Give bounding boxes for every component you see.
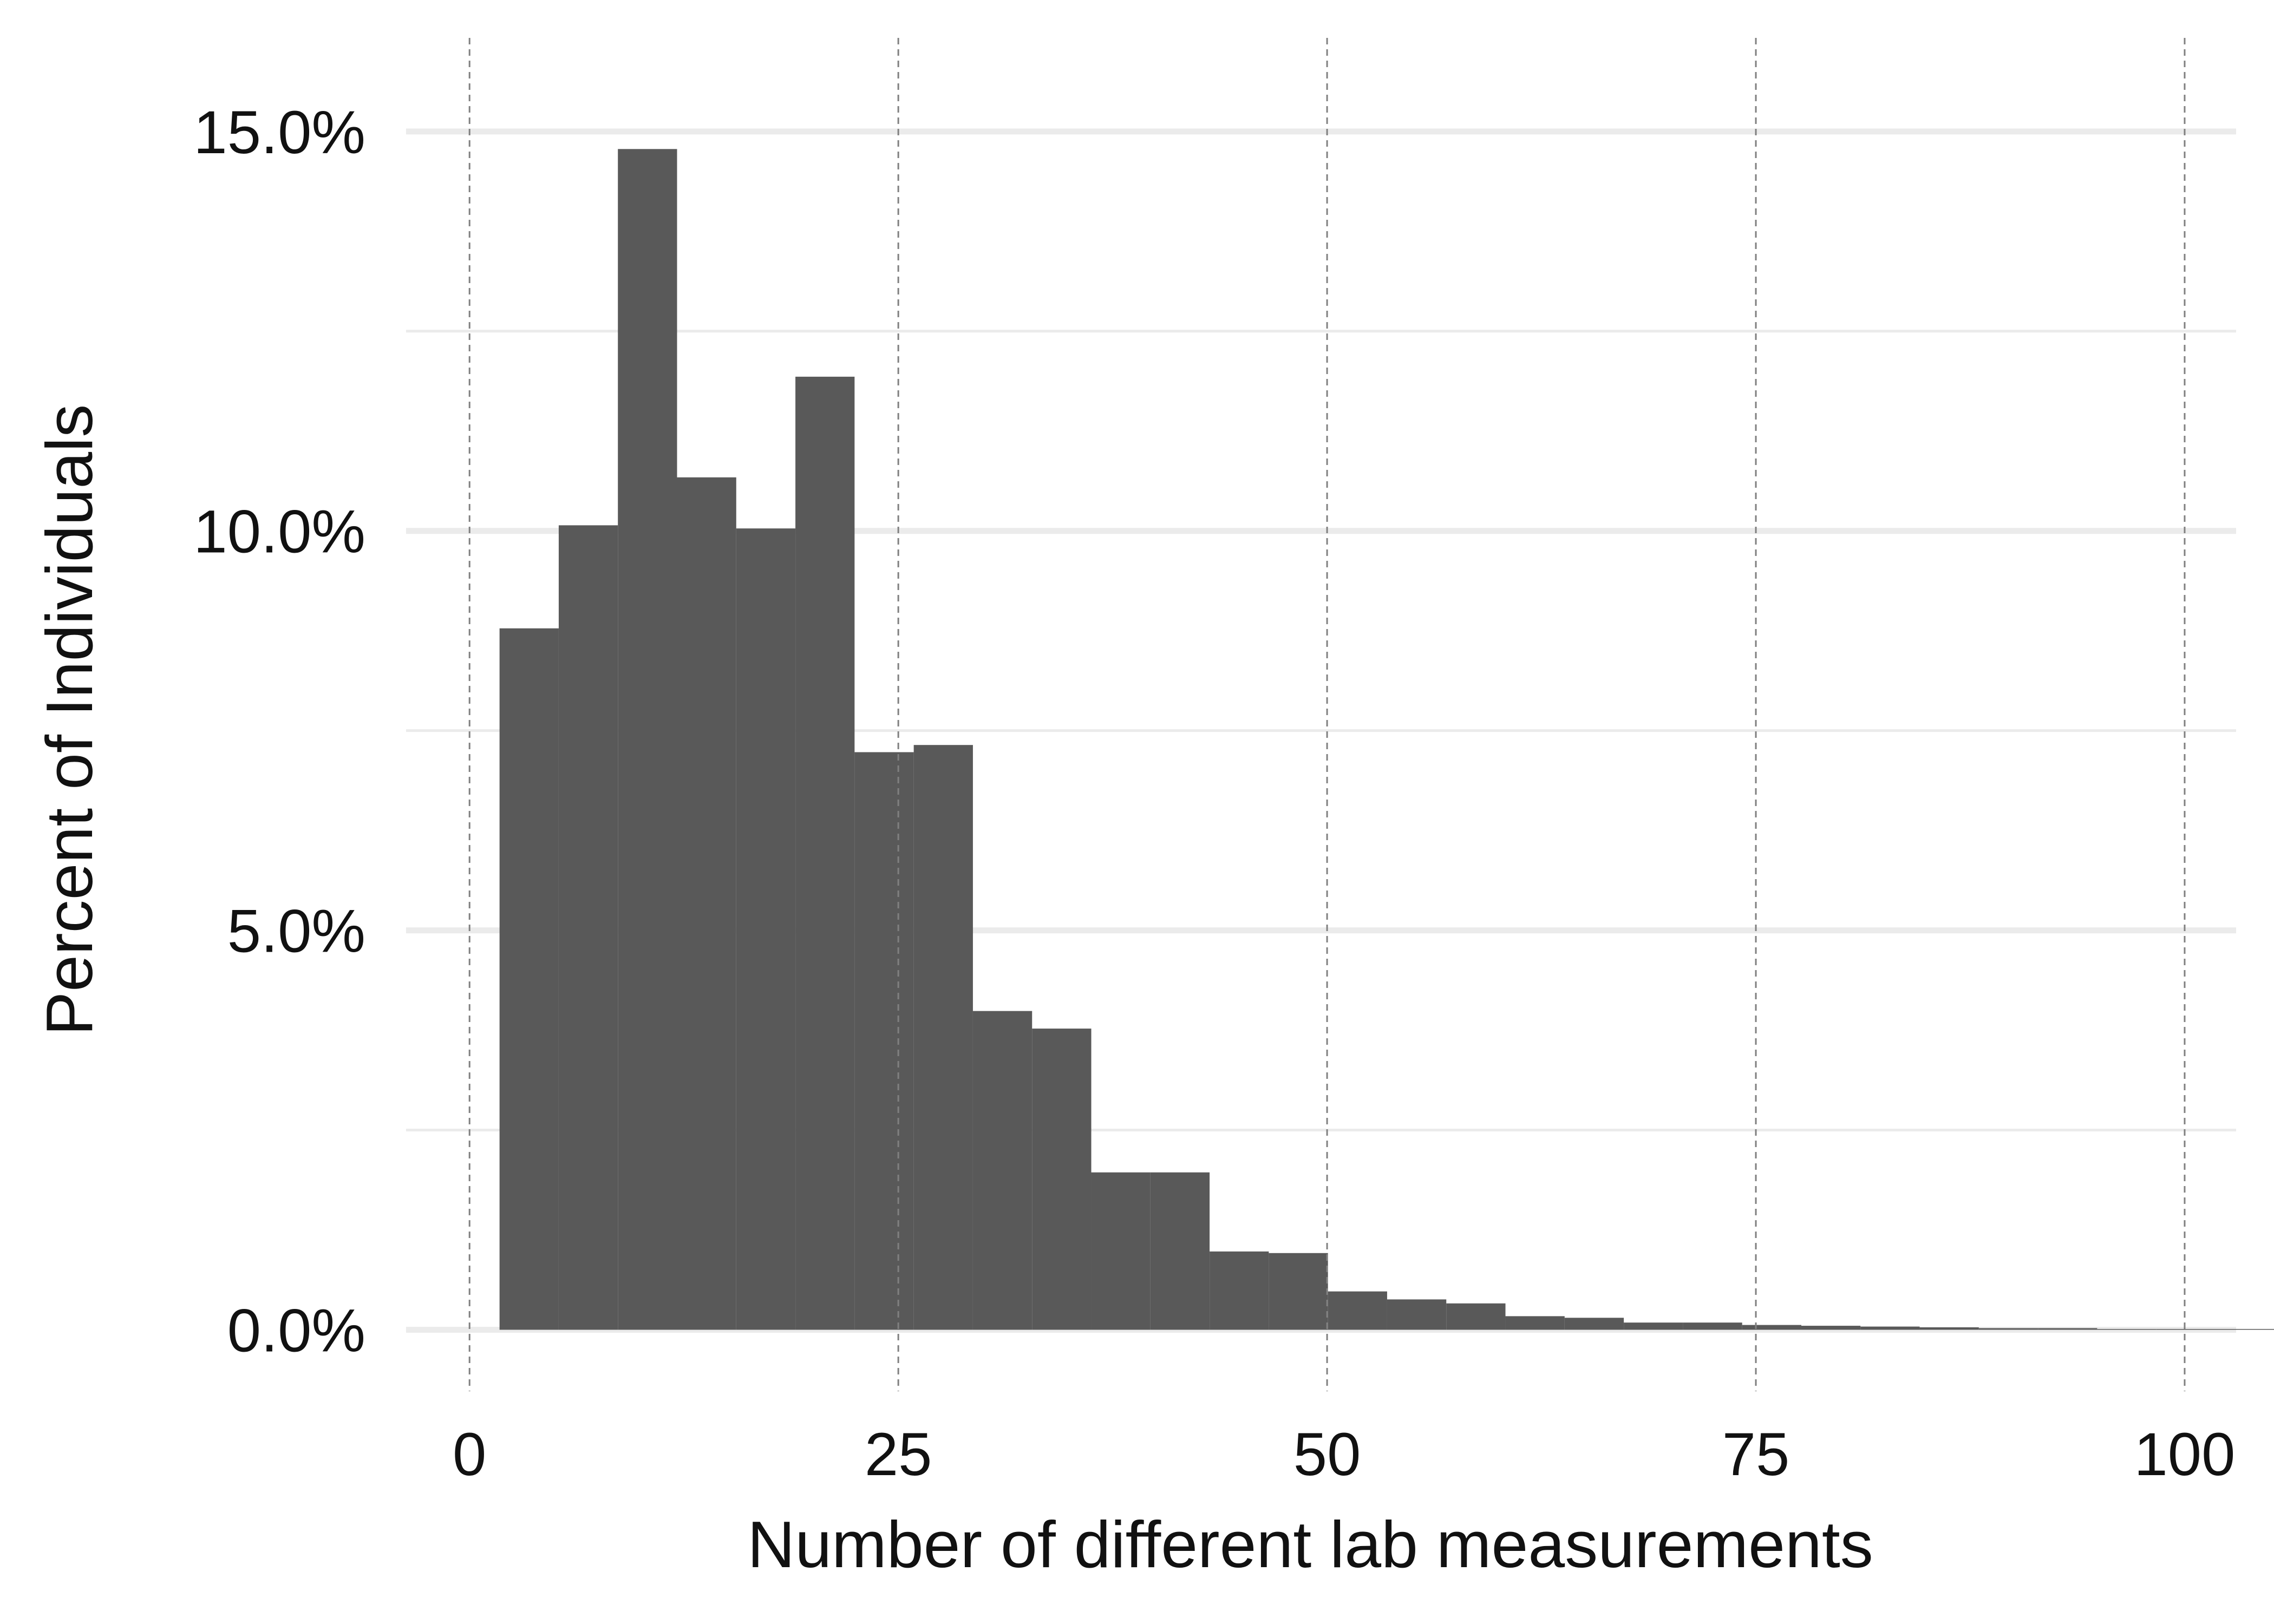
histogram-bar: [558, 525, 618, 1330]
histogram-bar: [2097, 1328, 2157, 1330]
histogram-bar: [1446, 1303, 1506, 1330]
histogram-bar: [1210, 1251, 1269, 1330]
y-tick-label: 10.0%: [193, 498, 365, 566]
y-axis-tick-labels: 0.0% 5.0% 10.0% 15.0%: [193, 99, 365, 1365]
histogram-bar: [1091, 1172, 1151, 1330]
vlines-layer: [468, 38, 2186, 1391]
bars-layer: [499, 149, 2274, 1330]
x-axis-tick-labels: 0 25 50 75 100: [453, 1420, 2235, 1488]
histogram-bar: [1860, 1326, 1920, 1330]
x-tick-label: 25: [865, 1420, 932, 1488]
histogram-bar: [1801, 1326, 1861, 1330]
x-tick-label: 100: [2134, 1420, 2236, 1488]
histogram-bar: [2038, 1328, 2097, 1330]
x-axis-title: Number of different lab measurements: [747, 1508, 1873, 1581]
x-tick-label: 75: [1722, 1420, 1790, 1488]
x-tick-label: 50: [1293, 1420, 1361, 1488]
histogram-bar: [1505, 1316, 1565, 1330]
histogram-bar: [1150, 1172, 1210, 1330]
y-tick-label: 0.0%: [227, 1296, 365, 1364]
histogram-bar: [1269, 1253, 1328, 1330]
histogram-bar: [677, 477, 736, 1330]
y-tick-label: 15.0%: [193, 99, 365, 166]
y-tick-label: 5.0%: [227, 898, 365, 965]
histogram-bar: [1564, 1318, 1624, 1330]
histogram-bar: [972, 1011, 1033, 1330]
histogram-bar: [2156, 1328, 2216, 1330]
histogram-bar: [913, 745, 973, 1330]
histogram-bar: [795, 376, 855, 1330]
histogram-bar: [499, 628, 559, 1330]
y-axis-title: Percent of Individuals: [32, 404, 106, 1036]
histogram-bar: [618, 149, 677, 1330]
histogram-bar: [1742, 1325, 1801, 1330]
x-tick-label: 0: [453, 1420, 486, 1488]
histogram-bar: [736, 528, 796, 1330]
histogram-bar: [1919, 1327, 1979, 1330]
histogram-bar: [1624, 1322, 1683, 1330]
histogram-bar: [1387, 1299, 1447, 1330]
histogram-bar: [1683, 1322, 1742, 1330]
histogram-bar: [1978, 1328, 2038, 1330]
histogram-bar: [1328, 1291, 1387, 1330]
histogram-bar: [854, 752, 914, 1330]
histogram-bar: [2215, 1328, 2274, 1330]
histogram-bar: [1032, 1029, 1092, 1330]
